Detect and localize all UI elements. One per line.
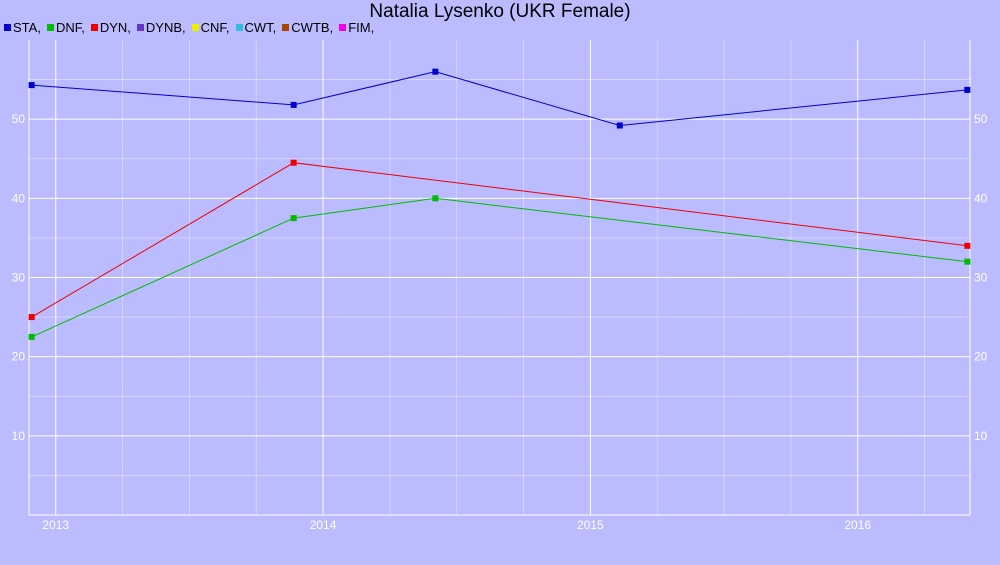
legend-label: CWT, bbox=[244, 20, 277, 35]
legend-entry-cwtb: CWTB, bbox=[282, 20, 333, 35]
legend-swatch bbox=[191, 24, 199, 31]
y-tick-label-left: 10 bbox=[12, 429, 26, 443]
data-point-sta[interactable] bbox=[432, 68, 439, 75]
series-line-dyn bbox=[31, 162, 968, 318]
legend-label: FIM, bbox=[348, 20, 375, 35]
y-tick-label-right: 30 bbox=[974, 271, 988, 285]
legend-entry-dnf: DNF, bbox=[46, 20, 85, 35]
legend-entry-sta: STA, bbox=[4, 20, 41, 35]
data-point-dyn[interactable] bbox=[290, 159, 297, 166]
grid bbox=[29, 40, 970, 515]
data-point-sta[interactable] bbox=[28, 82, 35, 89]
legend-entry-dyn: DYN, bbox=[90, 20, 131, 35]
legend-label: CNF, bbox=[200, 20, 230, 35]
legend-label: CWTB, bbox=[291, 20, 334, 35]
axes bbox=[28, 40, 971, 516]
series-sta bbox=[28, 68, 971, 129]
data-point-sta[interactable] bbox=[290, 101, 297, 108]
data-point-dnf[interactable] bbox=[432, 195, 439, 202]
tick-labels: 10 10 20 20 30 30 40 40 50 50 2013 2014 2015 2016 bbox=[12, 112, 988, 532]
series-dnf bbox=[28, 195, 971, 340]
legend-entry-cnf: CNF, bbox=[191, 20, 230, 35]
x-tick-label: 2013 bbox=[42, 518, 69, 532]
legend-label: DYN, bbox=[99, 20, 131, 35]
y-tick-label-left: 20 bbox=[12, 350, 26, 364]
legend-swatch bbox=[235, 24, 243, 31]
data-point-dyn[interactable] bbox=[28, 314, 35, 321]
legend-swatch bbox=[136, 24, 144, 31]
legend-swatch bbox=[46, 24, 54, 31]
legend-entry-cwt: CWT, bbox=[235, 20, 277, 35]
x-tick-label: 2014 bbox=[310, 518, 337, 532]
legend-swatch bbox=[282, 24, 290, 31]
y-tick-label-right: 10 bbox=[974, 429, 988, 443]
legend: STA, DNF, DYN, DYNB, CNF, CWT, CWTB, FIM, bbox=[4, 20, 380, 35]
y-tick-label-right: 20 bbox=[974, 350, 988, 364]
x-tick-label: 2015 bbox=[577, 518, 604, 532]
data-point-sta[interactable] bbox=[964, 86, 971, 93]
y-tick-label-left: 50 bbox=[12, 112, 26, 126]
legend-entry-dynb: DYNB, bbox=[136, 20, 186, 35]
y-tick-label-left: 30 bbox=[12, 271, 26, 285]
legend-label: DYNB, bbox=[145, 20, 186, 35]
chart-title: Natalia Lysenko (UKR Female) bbox=[369, 1, 631, 22]
legend-swatch bbox=[90, 24, 98, 31]
legend-label: DNF, bbox=[55, 20, 85, 35]
legend-entry-fim: FIM, bbox=[339, 20, 374, 35]
data-point-dyn[interactable] bbox=[964, 242, 971, 249]
data-point-dnf[interactable] bbox=[28, 333, 35, 340]
y-tick-label-right: 50 bbox=[974, 112, 988, 126]
series-dyn bbox=[28, 159, 971, 321]
legend-swatch bbox=[339, 24, 347, 31]
y-tick-label-left: 40 bbox=[12, 191, 26, 205]
data-point-sta[interactable] bbox=[616, 122, 623, 129]
y-tick-label-right: 40 bbox=[974, 191, 988, 205]
data-point-dnf[interactable] bbox=[290, 215, 297, 222]
x-tick-label: 2016 bbox=[844, 518, 871, 532]
data-point-dnf[interactable] bbox=[964, 258, 971, 265]
legend-label: STA, bbox=[13, 20, 41, 35]
series-line-dnf bbox=[31, 197, 968, 338]
legend-swatch bbox=[4, 24, 11, 31]
series-lines bbox=[28, 68, 971, 340]
